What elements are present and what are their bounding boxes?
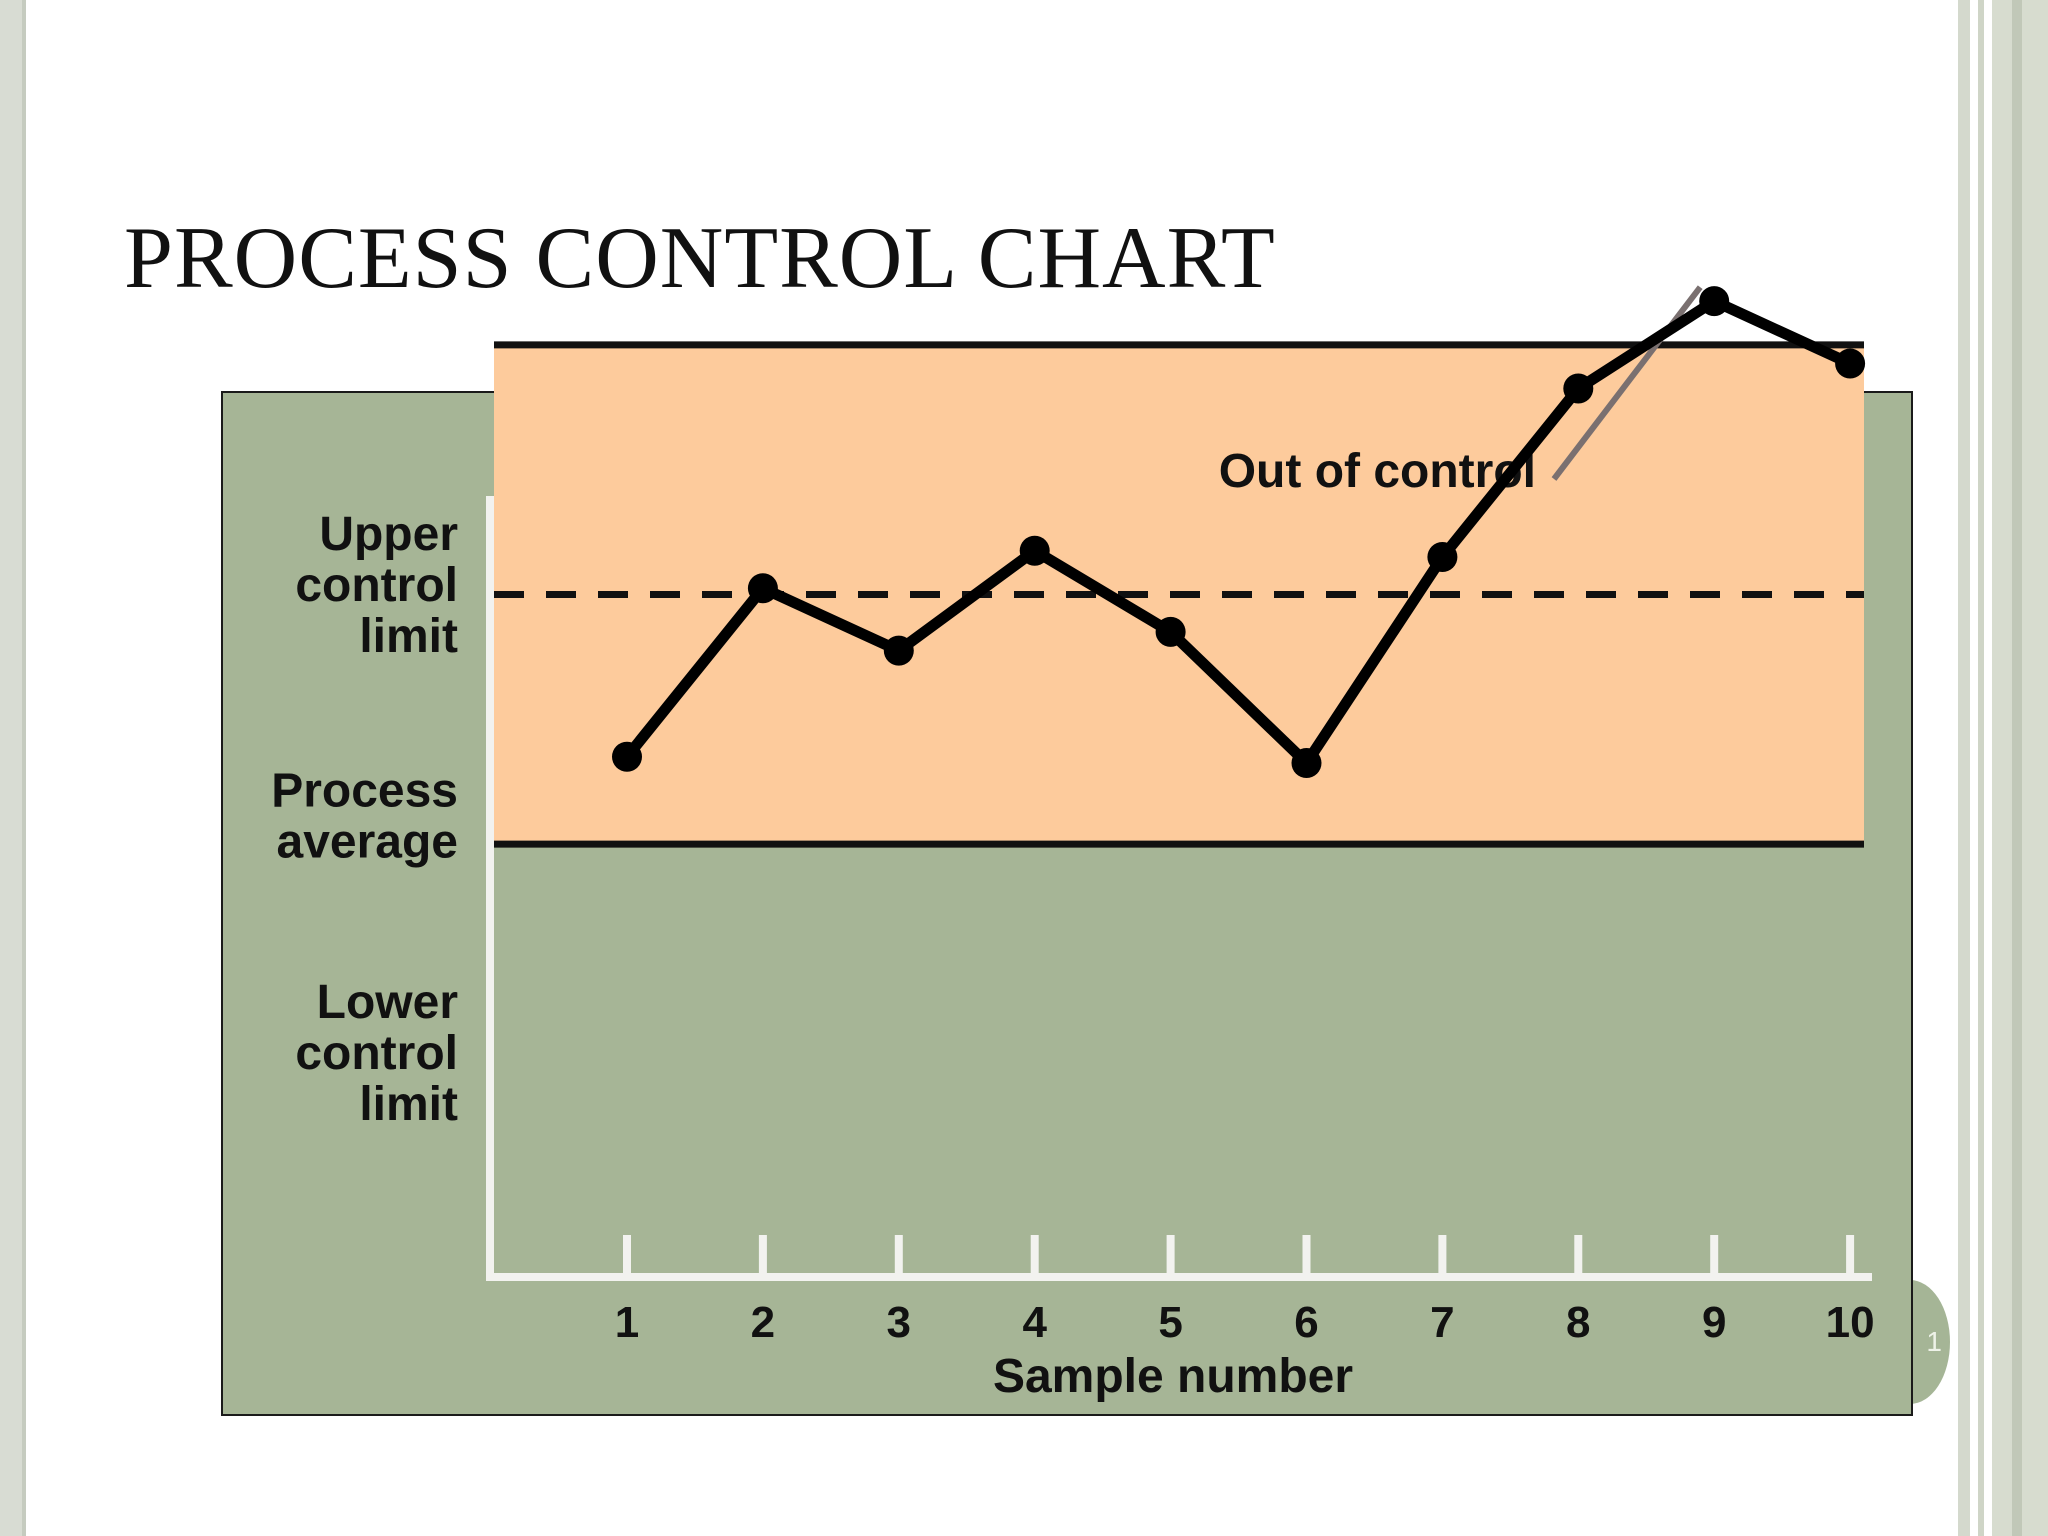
x-tick-label: 5 (1158, 1298, 1182, 1347)
data-point (612, 741, 642, 772)
x-tick-label: 4 (1022, 1298, 1047, 1347)
series-points (612, 286, 1866, 778)
annotation-leader-line (1551, 285, 1703, 481)
out-of-control-annotation: Out of control (1219, 445, 1536, 498)
x-tick-label: 7 (1430, 1298, 1454, 1347)
process-average-label-line: Process (271, 765, 458, 818)
series-line (622, 295, 1853, 769)
x-tick-labels: 1 2 3 4 5 6 7 8 9 10 (615, 1298, 1875, 1347)
lower-control-limit-label-line: control (295, 1027, 458, 1080)
x-tick-label: 9 (1702, 1298, 1726, 1347)
slide-right-border (1958, 0, 1970, 1536)
data-point (1291, 747, 1322, 778)
slide-title: PROCESS CONTROL CHART (124, 210, 1276, 307)
x-tick-label: 2 (751, 1298, 775, 1347)
slide-right-border (1978, 0, 1984, 1536)
slide-left-border (0, 0, 26, 1536)
x-tick-label: 1 (615, 1298, 639, 1347)
data-point (1427, 542, 1458, 573)
lower-control-limit-label-line: Lower (317, 976, 458, 1029)
data-point (1155, 616, 1186, 647)
x-ticks (623, 1235, 1855, 1277)
process-average-label-line: average (277, 816, 458, 869)
upper-control-limit-label-line: control (295, 559, 458, 612)
data-point (883, 635, 914, 666)
slide-right-border (2012, 0, 2022, 1536)
upper-control-limit-label-line: Upper (319, 508, 458, 561)
data-point (1835, 348, 1866, 379)
x-tick-label: 6 (1294, 1298, 1318, 1347)
x-tick-label: 3 (887, 1298, 911, 1347)
lower-control-limit-label-line: limit (359, 1078, 458, 1131)
data-point (1563, 373, 1594, 404)
x-tick-label: 10 (1826, 1298, 1875, 1347)
data-point (747, 573, 778, 604)
data-point (1019, 535, 1050, 566)
data-point (1699, 286, 1730, 317)
upper-control-limit-label-line: limit (359, 610, 458, 663)
x-axis-title: Sample number (993, 1350, 1353, 1403)
x-tick-label: 8 (1566, 1298, 1590, 1347)
